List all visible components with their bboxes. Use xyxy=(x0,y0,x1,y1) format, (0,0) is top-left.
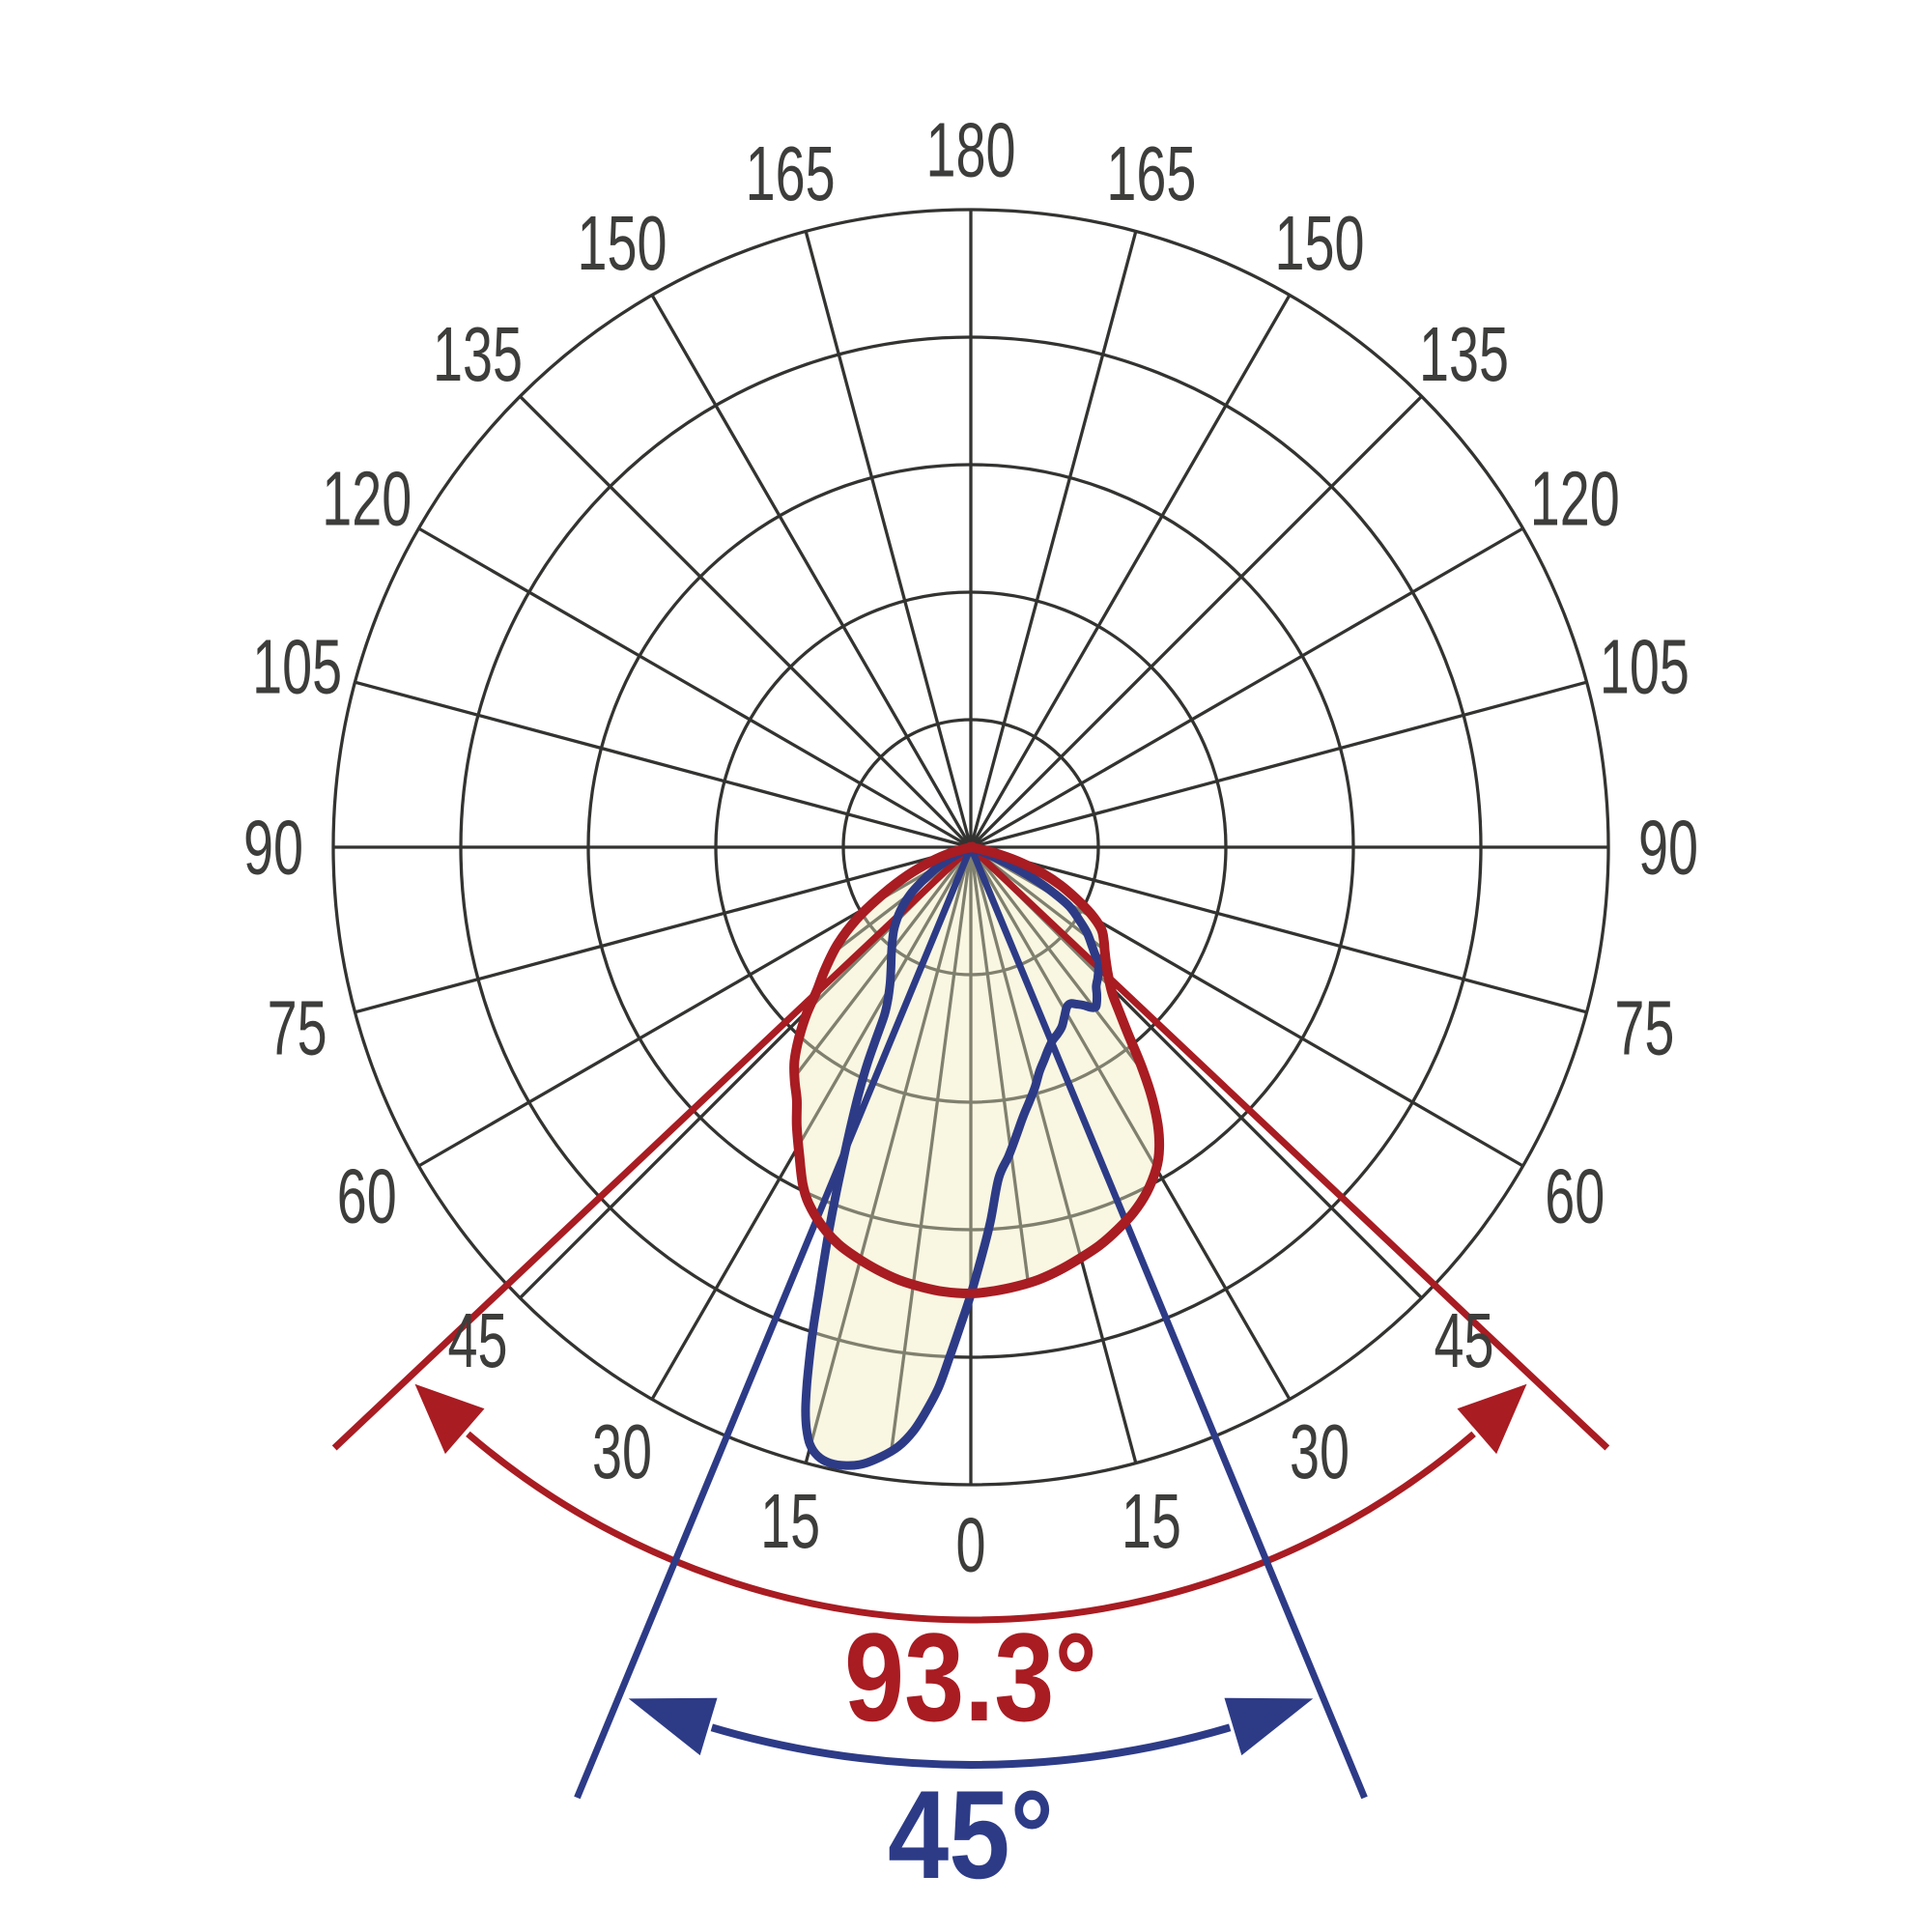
grid-spoke xyxy=(519,395,973,849)
wide-beam-angle-value: 93.3° xyxy=(844,1606,1097,1747)
grid-spoke xyxy=(804,231,973,848)
grid-intermediate-spoke xyxy=(794,846,973,1354)
grid-spoke xyxy=(969,294,1292,848)
angle-label-90: 90 xyxy=(1638,805,1698,891)
grid-spoke xyxy=(650,294,973,848)
wide-beam-curve xyxy=(789,841,1165,1299)
angle-label-105: 105 xyxy=(252,624,342,710)
angle-label-60: 60 xyxy=(1545,1153,1605,1239)
angle-label-135: 135 xyxy=(433,311,523,397)
narrow-beam-arrowhead xyxy=(1224,1697,1314,1756)
grid-spoke xyxy=(970,526,1524,849)
wide-beam-line xyxy=(968,844,1610,1451)
grid-spoke xyxy=(355,845,972,1014)
angle-label-75: 75 xyxy=(1614,984,1674,1070)
grid-intermediate-spoke xyxy=(794,846,973,1237)
angle-label-150: 150 xyxy=(578,200,668,286)
wide-beam-line xyxy=(331,844,974,1451)
grid-spoke xyxy=(804,846,973,1463)
angle-label-45: 45 xyxy=(1435,1297,1494,1383)
angle-label-75: 75 xyxy=(268,984,327,1070)
narrow-beam-arrowhead xyxy=(628,1697,718,1756)
grid-spoke xyxy=(969,231,1138,848)
angle-label-60: 60 xyxy=(337,1153,397,1239)
angle-label-45: 45 xyxy=(448,1297,508,1383)
narrow-beam-curve xyxy=(801,842,1104,1470)
grid-spoke xyxy=(970,845,1587,1014)
narrow-beam-line xyxy=(574,845,975,1800)
angle-label-120: 120 xyxy=(322,456,412,542)
angle-label-15: 15 xyxy=(1122,1478,1181,1564)
narrow-beam-line xyxy=(967,845,1368,1800)
grid-intermediate-spoke xyxy=(969,846,1160,1237)
grid-spoke xyxy=(969,846,1160,1401)
grid-spoke xyxy=(969,395,1423,849)
beam-angle-annotations xyxy=(331,839,1610,1800)
angle-label-150: 150 xyxy=(1275,200,1365,286)
narrow-beam-angle-value: 45° xyxy=(888,1764,1054,1905)
wide-beam-arrowhead xyxy=(414,1383,485,1455)
angle-label-165: 165 xyxy=(746,130,836,216)
angle-label-120: 120 xyxy=(1530,456,1620,542)
angle-label-90: 90 xyxy=(243,805,303,891)
angle-label-165: 165 xyxy=(1106,130,1196,216)
wide-beam-arc xyxy=(466,1431,1476,1624)
grid-spoke xyxy=(794,846,973,1401)
angle-label-30: 30 xyxy=(1290,1408,1350,1494)
grid-intermediate-spoke xyxy=(886,846,973,1466)
angle-label-135: 135 xyxy=(1419,311,1509,397)
distribution-curves xyxy=(789,841,1165,1470)
grid-spoke xyxy=(970,680,1587,849)
angle-label-180: 180 xyxy=(926,107,1016,193)
narrow-beam-fill xyxy=(805,847,1099,1466)
grid-spoke xyxy=(417,526,972,849)
grid-intermediate-spoke xyxy=(969,846,1160,1354)
angle-label-105: 105 xyxy=(1600,624,1690,710)
narrow-beam-arc xyxy=(710,1723,1232,1769)
angle-label-30: 30 xyxy=(592,1408,652,1494)
angle-label-0: 0 xyxy=(956,1502,986,1588)
grid-spoke xyxy=(355,680,972,849)
wide-beam-arrowhead xyxy=(1457,1383,1527,1455)
angle-label-15: 15 xyxy=(760,1478,820,1564)
